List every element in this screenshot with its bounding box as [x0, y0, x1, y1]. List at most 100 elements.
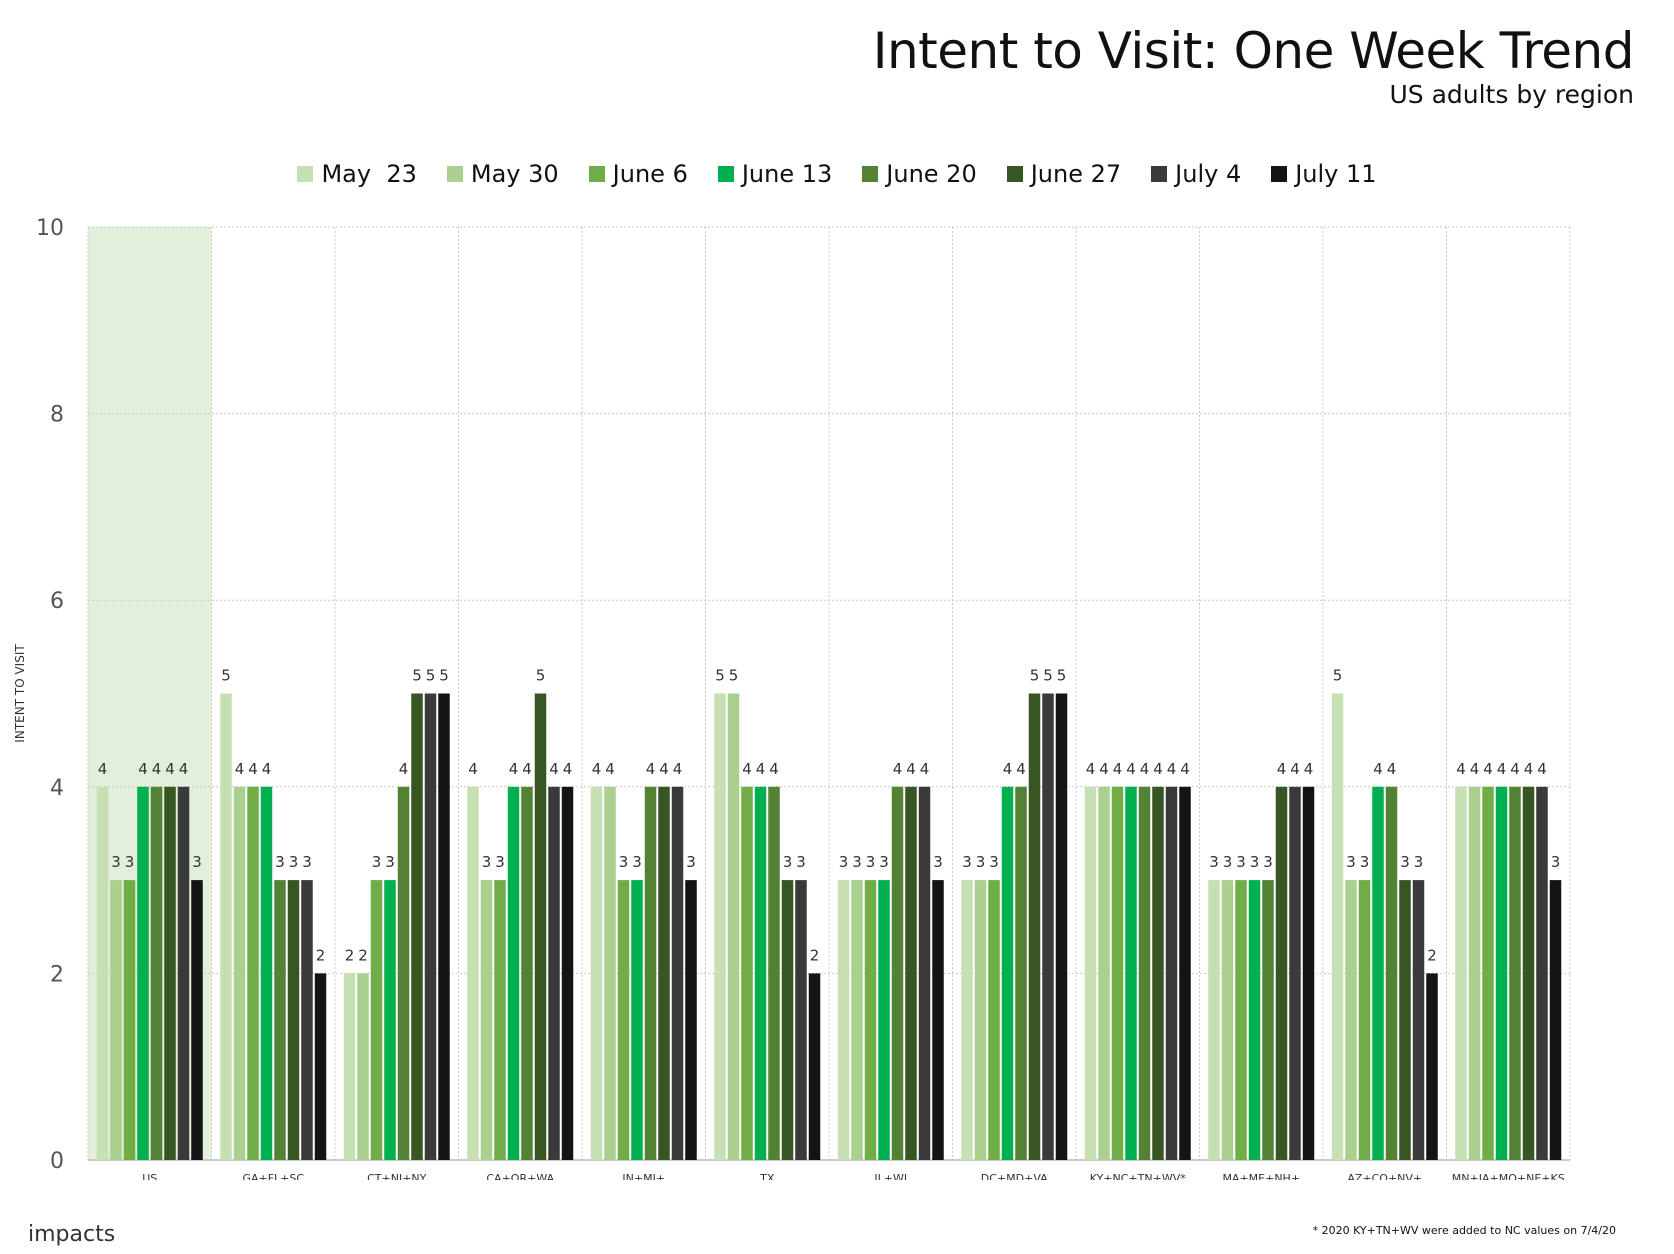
bar	[357, 973, 369, 1160]
data-label: 3	[385, 853, 395, 871]
bar	[864, 880, 877, 1160]
x-tick-label-line: MA+ME+NH+	[1222, 1172, 1300, 1180]
data-label: 3	[933, 853, 943, 871]
data-label: 3	[1209, 853, 1219, 871]
bar	[1331, 693, 1344, 1160]
bar	[1372, 786, 1384, 1160]
x-tick-label: GA+FL+SC	[242, 1172, 304, 1180]
legend-label: June 20	[886, 160, 977, 188]
data-label: 5	[729, 667, 739, 685]
legend-label: June 13	[741, 160, 833, 188]
bar	[961, 880, 973, 1160]
data-label: 3	[866, 853, 876, 871]
bar	[1015, 786, 1027, 1160]
data-label: 4	[1290, 760, 1300, 778]
data-label: 4	[1099, 760, 1109, 778]
x-tick-label-line: CA+OR+WA	[486, 1172, 554, 1180]
bar	[891, 786, 904, 1160]
data-label: 4	[1016, 760, 1026, 778]
legend-swatch	[297, 166, 314, 182]
data-label: 3	[482, 853, 492, 871]
bar	[1289, 786, 1301, 1160]
bar	[851, 880, 863, 1160]
bar	[1179, 786, 1191, 1160]
legend-item: July 11	[1271, 160, 1377, 188]
legend: May 23 May 30 June 6 June 13 June 20 June 27 J…	[0, 158, 1674, 190]
bar	[1055, 693, 1068, 1160]
bar	[96, 786, 109, 1160]
bar	[714, 693, 726, 1160]
legend-swatch	[1006, 166, 1023, 182]
bar	[343, 973, 356, 1160]
legend-item: July 4	[1151, 160, 1241, 188]
x-tick-label: US	[142, 1172, 157, 1180]
data-label: 3	[192, 853, 202, 871]
bar	[150, 786, 163, 1160]
bar	[424, 693, 437, 1160]
bar	[123, 880, 136, 1160]
bar	[685, 880, 697, 1160]
bar	[988, 880, 1000, 1160]
bar	[1042, 693, 1054, 1160]
legend-label: June 6	[612, 160, 688, 188]
bar	[974, 880, 987, 1160]
bar	[494, 880, 506, 1160]
data-label: 2	[810, 946, 820, 964]
bar	[1235, 880, 1247, 1160]
bar	[1125, 786, 1137, 1160]
bar	[110, 880, 122, 1160]
bar	[1482, 786, 1494, 1160]
data-label: 3	[976, 853, 986, 871]
bar	[314, 973, 327, 1160]
bar	[480, 880, 493, 1160]
data-label: 3	[289, 853, 299, 871]
data-label: 3	[111, 853, 121, 871]
data-label: 4	[165, 760, 175, 778]
data-label: 3	[839, 853, 849, 871]
bar	[177, 786, 190, 1160]
legend-item: June 27	[1006, 160, 1121, 188]
legend-swatch	[446, 166, 463, 182]
data-label: 3	[372, 853, 382, 871]
bar	[671, 786, 684, 1160]
data-label: 3	[1236, 853, 1246, 871]
data-label: 4	[1537, 760, 1547, 778]
bar	[1262, 880, 1274, 1160]
bar	[1399, 880, 1411, 1160]
bar	[1385, 786, 1398, 1160]
data-label: 5	[439, 667, 449, 685]
data-label: 3	[125, 853, 135, 871]
bar	[905, 786, 917, 1160]
data-label: 3	[275, 853, 285, 871]
data-label: 3	[852, 853, 862, 871]
x-tick-label: TX	[759, 1172, 775, 1180]
bar	[247, 786, 259, 1160]
data-label: 3	[619, 853, 629, 871]
data-label: 4	[1524, 760, 1534, 778]
data-label: 5	[715, 667, 725, 685]
y-tick-label: 0	[50, 1149, 64, 1174]
bar	[287, 880, 300, 1160]
legend-label: July 4	[1175, 160, 1242, 188]
data-label: 3	[1263, 853, 1273, 871]
data-label: 4	[646, 760, 656, 778]
x-tick-label-line: AZ+CO+NV+	[1347, 1172, 1422, 1180]
y-tick-label: 6	[50, 589, 64, 614]
impacts-logo: impacts	[28, 1222, 116, 1247]
chart-subtitle: US adults by region	[1389, 80, 1634, 109]
data-label: 4	[605, 760, 615, 778]
x-tick-label-line: IN+MI+	[622, 1172, 665, 1180]
data-label: 4	[592, 760, 602, 778]
bar	[1302, 786, 1315, 1160]
data-label: 4	[1387, 760, 1397, 778]
data-label: 4	[742, 760, 752, 778]
data-label: 4	[1497, 760, 1507, 778]
data-label: 4	[1483, 760, 1493, 778]
data-label: 4	[468, 760, 478, 778]
data-label: 4	[756, 760, 766, 778]
data-label: 4	[1304, 760, 1314, 778]
y-tick-label: 4	[50, 776, 64, 801]
bar	[1468, 786, 1481, 1160]
legend-label: May 30	[470, 160, 559, 188]
bar	[1345, 880, 1357, 1160]
